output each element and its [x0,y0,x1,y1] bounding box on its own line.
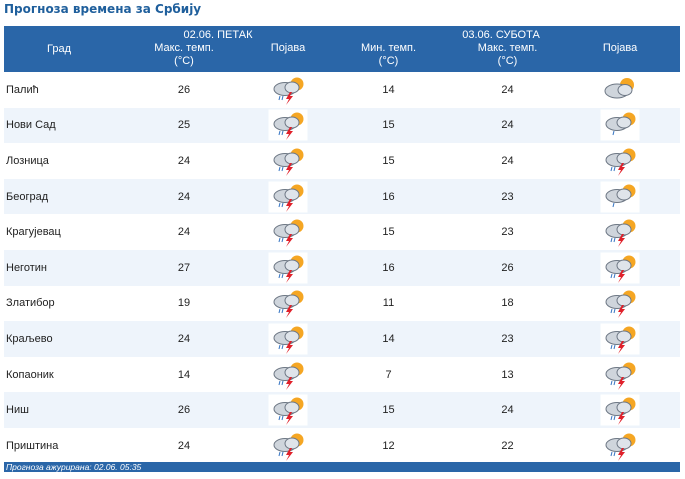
day1-max-temp: 27 [114,249,254,286]
day2-min-temp: 12 [322,427,456,464]
city-name: Приштина [4,427,114,464]
storm-icon [560,285,681,322]
day2-max-temp: 24 [455,392,561,428]
day1-max-temp: 25 [114,107,254,144]
day2-max-temp: 23 [455,321,561,357]
shower-icon [560,107,681,144]
table-row: Неготин 27 16 26 [4,249,681,286]
day2-max-temp: 23 [455,214,561,250]
storm-icon [254,249,323,286]
day1-max-temp: 24 [114,427,254,464]
table-row: Краљево 24 14 23 [4,321,681,357]
day2-max-temp: 18 [455,285,561,322]
storm-icon [560,356,681,393]
day1-max-temp: 14 [114,356,254,393]
day2-max-temp: 22 [455,427,561,464]
storm-icon [560,392,681,428]
day1-max-temp: 19 [114,285,254,322]
day2-max-temp: 24 [455,143,561,179]
city-name: Крагујевац [4,214,114,250]
storm-icon [254,356,323,393]
city-name: Ниш [4,392,114,428]
table-row: Београд 24 16 23 [4,178,681,215]
day2-min-temp: 15 [322,143,456,179]
day2-min-temp: 15 [322,107,456,144]
day2-max-temp: 23 [455,178,561,215]
storm-icon [560,427,681,464]
day2-min-temp: 15 [322,214,456,250]
storm-icon [560,143,681,179]
header-day1: 02.06. ПЕТАК [114,26,323,42]
storm-icon [254,392,323,428]
storm-icon [560,249,681,286]
partly-cloudy-icon [560,72,681,108]
header-day1-max: Макс. темп. (°C) [114,42,254,72]
storm-icon [560,321,681,357]
day2-max-temp: 13 [455,356,561,393]
storm-icon [254,178,323,215]
table-row: Златибор 19 11 18 [4,285,681,322]
day1-max-temp: 26 [114,392,254,428]
day2-max-temp: 24 [455,107,561,144]
day2-min-temp: 14 [322,72,456,108]
table-row: Лозница 24 15 24 [4,143,681,179]
shower-icon [560,178,681,215]
day2-min-temp: 7 [322,356,456,393]
header-city: Град [4,26,114,72]
day2-min-temp: 16 [322,249,456,286]
page-title: Прогноза времена за Србију [4,2,202,16]
day2-min-temp: 16 [322,178,456,215]
day1-max-temp: 24 [114,214,254,250]
city-name: Нови Сад [4,107,114,144]
table-row: Копаоник 14 7 13 [4,356,681,393]
header-day1-phenomenon: Појава [254,42,323,72]
header-day2-min: Мин. темп. (°C) [322,42,456,72]
day1-max-temp: 24 [114,143,254,179]
city-name: Копаоник [4,356,114,393]
day1-max-temp: 24 [114,321,254,357]
table-row: Приштина 24 12 22 [4,427,681,464]
day1-max-temp: 26 [114,72,254,108]
storm-icon [254,285,323,322]
header-day2-phenomenon: Појава [560,42,681,72]
day2-min-temp: 11 [322,285,456,322]
storm-icon [254,214,323,250]
city-name: Златибор [4,285,114,322]
city-name: Краљево [4,321,114,357]
storm-icon [560,214,681,250]
table-row: Ниш 26 15 24 [4,392,681,428]
city-name: Београд [4,178,114,215]
table-row: Палић 26 14 24 [4,72,681,108]
storm-icon [254,107,323,144]
forecast-table: Град 02.06. ПЕТАК 03.06. СУБОТА Макс. те… [4,26,681,464]
day1-max-temp: 24 [114,178,254,215]
day2-min-temp: 15 [322,392,456,428]
city-name: Палић [4,72,114,108]
table-row: Нови Сад 25 15 24 [4,107,681,144]
city-name: Неготин [4,249,114,286]
storm-icon [254,427,323,464]
day2-min-temp: 14 [322,321,456,357]
header-day2-max: Макс. темп. (°C) [455,42,561,72]
storm-icon [254,143,323,179]
day2-max-temp: 26 [455,249,561,286]
storm-icon [254,321,323,357]
table-row: Крагујевац 24 15 23 [4,214,681,250]
header-day2: 03.06. СУБОТА [322,26,681,42]
update-note: Прогноза ажурирана: 02.06. 05:35 [4,462,680,472]
day2-max-temp: 24 [455,72,561,108]
storm-icon [254,72,323,108]
city-name: Лозница [4,143,114,179]
